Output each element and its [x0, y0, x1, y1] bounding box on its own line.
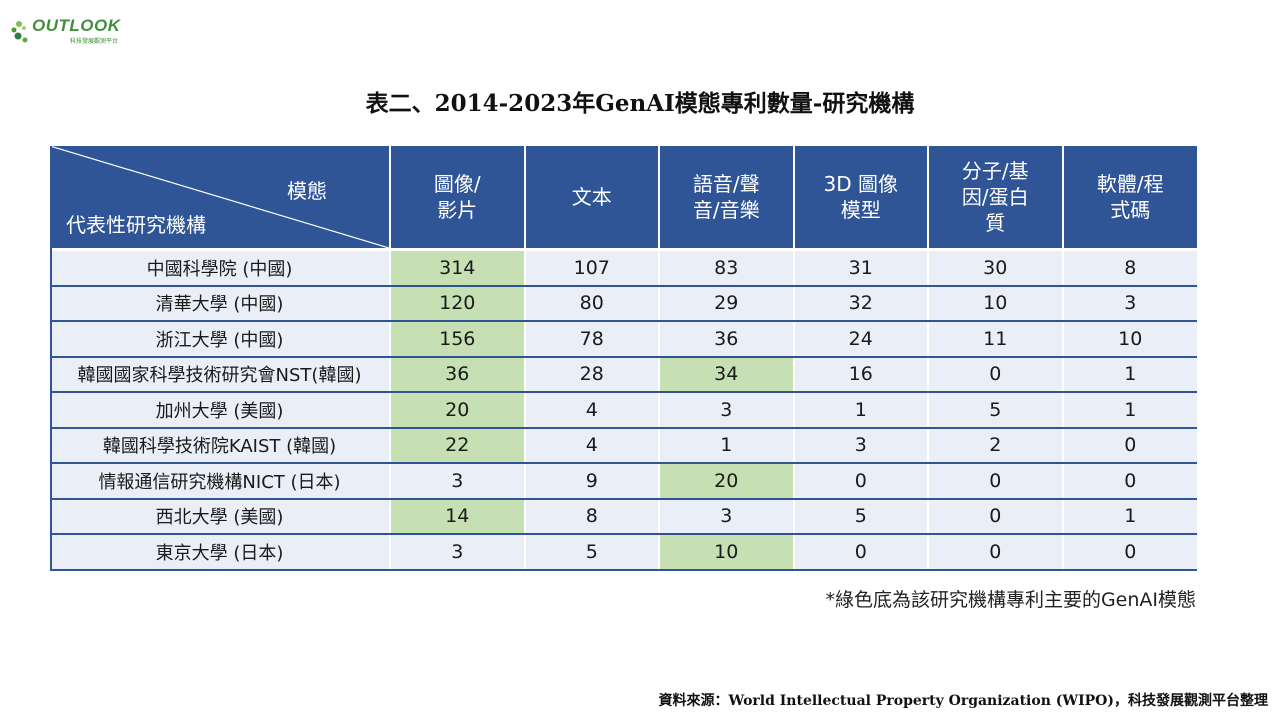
value-cell: 314: [389, 249, 525, 287]
institution-name: 浙江大學 (中國): [50, 321, 390, 358]
logo-dots-icon: [11, 21, 28, 43]
value-cell: 0: [792, 534, 928, 571]
value-cell: 0: [792, 463, 928, 500]
value-cell: 10: [1061, 321, 1197, 358]
value-cell: 0: [1061, 463, 1197, 500]
logo-subtitle: 科技發展觀測平台: [70, 38, 119, 45]
value-cell: 10: [658, 534, 794, 571]
value-cell: 1: [792, 392, 928, 429]
value-cell: 0: [927, 463, 1063, 500]
column-header: 3D 圖像 模型: [792, 146, 928, 251]
table-row: 情報通信研究機構NICT (日本) 3 9 20 0 0 0: [50, 463, 1197, 500]
value-cell: 14: [389, 498, 525, 535]
corner-header-cell: 模態 代表性研究機構: [50, 146, 390, 251]
value-cell: 29: [658, 285, 794, 322]
institution-name: 加州大學 (美國): [50, 392, 390, 429]
value-cell: 9: [523, 463, 659, 500]
table-row: 加州大學 (美國) 20 4 3 1 5 1: [50, 392, 1197, 429]
value-cell: 3: [389, 534, 525, 571]
patent-table: 模態 代表性研究機構 圖像/ 影片 文本 語音/聲 音/音樂 3D 圖像 模型 分子/基…: [50, 146, 1197, 571]
corner-bottom-label: 代表性研究機構: [66, 213, 206, 237]
table-row: 浙江大學 (中國) 156 78 36 24 11 10: [50, 321, 1197, 358]
table-row: 韓國國家科學技術研究會NST(韓國) 36 28 34 16 0 1: [50, 356, 1197, 393]
diagonal-divider: [50, 146, 389, 248]
value-cell: 156: [389, 321, 525, 358]
value-cell: 8: [523, 498, 659, 535]
column-header: 圖像/ 影片: [389, 146, 525, 251]
value-cell: 1: [1061, 356, 1197, 393]
column-header: 分子/基 因/蛋白 質: [927, 146, 1063, 251]
value-cell: 5: [523, 534, 659, 571]
value-cell: 0: [1061, 427, 1197, 464]
source-credit: 資料來源：World Intellectual Property Organiz…: [658, 693, 1268, 709]
institution-name: 情報通信研究機構NICT (日本): [50, 463, 390, 500]
value-cell: 3: [792, 427, 928, 464]
page-title: 表二、2014-2023年GenAI模態專利數量-研究機構: [365, 90, 915, 117]
value-cell: 36: [389, 356, 525, 393]
value-cell: 20: [658, 463, 794, 500]
value-cell: 1: [1061, 498, 1197, 535]
institution-name: 韓國科學技術院KAIST (韓國): [50, 427, 390, 464]
value-cell: 1: [1061, 392, 1197, 429]
value-cell: 8: [1061, 249, 1197, 287]
value-cell: 28: [523, 356, 659, 393]
value-cell: 5: [792, 498, 928, 535]
value-cell: 3: [658, 392, 794, 429]
value-cell: 120: [389, 285, 525, 322]
value-cell: 78: [523, 321, 659, 358]
value-cell: 10: [927, 285, 1063, 322]
institution-name: 清華大學 (中國): [50, 285, 390, 322]
value-cell: 3: [389, 463, 525, 500]
value-cell: 5: [927, 392, 1063, 429]
table-header-row: 模態 代表性研究機構 圖像/ 影片 文本 語音/聲 音/音樂 3D 圖像 模型 分子/基…: [50, 146, 1197, 251]
value-cell: 30: [927, 249, 1063, 287]
table-row: 東京大學 (日本) 3 5 10 0 0 0: [50, 534, 1197, 571]
value-cell: 32: [792, 285, 928, 322]
value-cell: 20: [389, 392, 525, 429]
value-cell: 80: [523, 285, 659, 322]
footnote: *綠色底為該研究機構專利主要的GenAI模態: [825, 589, 1196, 611]
table-row: 韓國科學技術院KAIST (韓國) 22 4 1 3 2 0: [50, 427, 1197, 464]
column-header: 文本: [523, 146, 659, 251]
value-cell: 83: [658, 249, 794, 287]
table-row: 清華大學 (中國) 120 80 29 32 10 3: [50, 285, 1197, 322]
institution-name: 東京大學 (日本): [50, 534, 390, 571]
value-cell: 2: [927, 427, 1063, 464]
value-cell: 3: [1061, 285, 1197, 322]
value-cell: 31: [792, 249, 928, 287]
value-cell: 34: [658, 356, 794, 393]
value-cell: 24: [792, 321, 928, 358]
column-header: 軟體/程 式碼: [1061, 146, 1197, 251]
value-cell: 11: [927, 321, 1063, 358]
value-cell: 1: [658, 427, 794, 464]
institution-name: 西北大學 (美國): [50, 498, 390, 535]
value-cell: 3: [658, 498, 794, 535]
column-header: 語音/聲 音/音樂: [658, 146, 794, 251]
value-cell: 107: [523, 249, 659, 287]
table-row: 中國科學院 (中國) 314 107 83 31 30 8: [50, 249, 1197, 287]
institution-name: 中國科學院 (中國): [50, 249, 390, 287]
table-row: 西北大學 (美國) 14 8 3 5 0 1: [50, 498, 1197, 535]
logo-brand: OUTLOOK: [32, 16, 121, 35]
institution-name: 韓國國家科學技術研究會NST(韓國): [50, 356, 390, 393]
value-cell: 16: [792, 356, 928, 393]
value-cell: 0: [1061, 534, 1197, 571]
outlook-logo: OUTLOOK 科技發展觀測平台: [10, 10, 130, 46]
value-cell: 36: [658, 321, 794, 358]
value-cell: 4: [523, 392, 659, 429]
value-cell: 0: [927, 534, 1063, 571]
corner-top-label: 模態: [287, 179, 327, 203]
value-cell: 0: [927, 498, 1063, 535]
value-cell: 22: [389, 427, 525, 464]
value-cell: 0: [927, 356, 1063, 393]
value-cell: 4: [523, 427, 659, 464]
